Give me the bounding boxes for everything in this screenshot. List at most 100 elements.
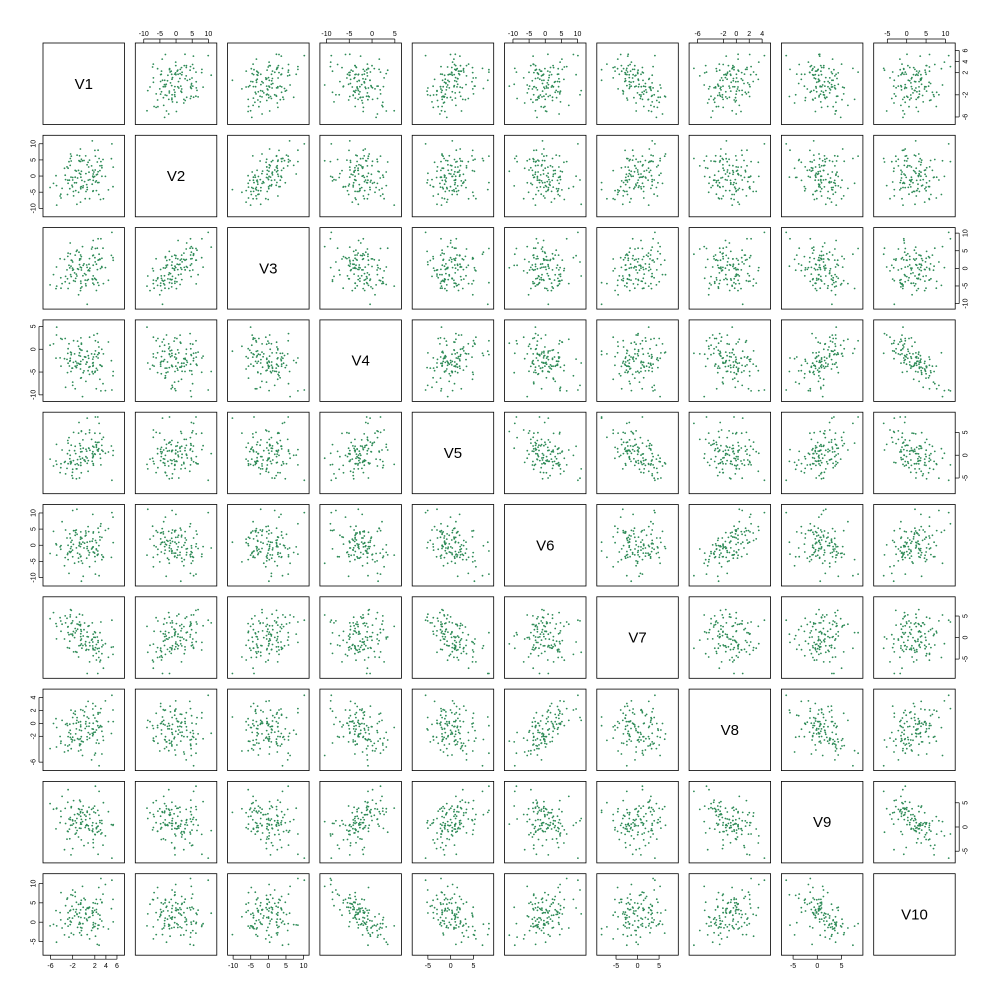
data-point [788, 95, 791, 98]
data-point [540, 180, 543, 182]
data-point [369, 188, 371, 191]
data-point [580, 275, 583, 277]
data-point [522, 270, 525, 272]
data-point [348, 53, 351, 56]
data-point [370, 450, 372, 453]
data-point [726, 179, 728, 182]
data-point [637, 186, 640, 189]
data-point [831, 341, 834, 343]
data-point [247, 462, 250, 465]
data-point [635, 110, 638, 112]
data-point [551, 269, 554, 271]
data-point [551, 166, 554, 168]
data-point [170, 84, 173, 87]
data-point [373, 258, 376, 261]
data-point [70, 259, 73, 262]
data-point [653, 179, 656, 181]
data-point [928, 269, 931, 271]
data-point [649, 169, 652, 172]
data-point [925, 287, 927, 290]
data-point [728, 164, 731, 167]
data-point [541, 181, 544, 184]
data-point [76, 340, 79, 342]
data-point [255, 431, 257, 434]
data-point [159, 284, 162, 287]
data-point [814, 365, 817, 367]
data-point [728, 242, 731, 244]
data-point [281, 422, 284, 425]
data-point [69, 357, 72, 360]
data-point [622, 346, 625, 348]
data-point [628, 278, 631, 281]
data-point [338, 176, 341, 179]
data-point [616, 351, 619, 354]
data-point [541, 79, 543, 82]
data-point [270, 450, 273, 452]
data-point [386, 69, 389, 72]
data-point [91, 183, 94, 186]
data-point [195, 247, 197, 250]
data-point [445, 289, 448, 292]
data-point [914, 283, 917, 285]
data-point [171, 78, 173, 81]
data-point [614, 70, 616, 72]
data-point [356, 87, 358, 89]
data-point [442, 259, 444, 262]
data-point [793, 258, 796, 261]
data-point [822, 179, 825, 181]
data-point [250, 80, 252, 83]
data-point [379, 267, 382, 270]
data-point [162, 282, 165, 285]
data-point [902, 357, 905, 359]
data-point [920, 257, 923, 260]
data-point [184, 370, 186, 373]
data-point [659, 157, 662, 160]
data-point [185, 258, 188, 261]
data-point [72, 361, 75, 364]
data-point [97, 450, 99, 452]
data-point [354, 64, 356, 67]
data-point [547, 370, 549, 373]
data-point [366, 165, 369, 167]
data-point [748, 274, 751, 277]
data-point [371, 98, 374, 101]
data-point [810, 273, 813, 275]
data-point [378, 450, 380, 452]
data-point [445, 89, 448, 91]
data-point [55, 174, 57, 177]
data-point [67, 462, 69, 465]
panel-frame-v3-v7 [596, 227, 679, 310]
data-point [354, 282, 357, 285]
data-point [63, 357, 66, 360]
data-point [734, 96, 737, 99]
data-point [738, 362, 741, 364]
data-point [839, 344, 842, 347]
data-point [369, 181, 372, 183]
data-point [80, 255, 83, 258]
data-point [800, 264, 803, 267]
data-point [160, 455, 163, 458]
data-point [354, 445, 356, 448]
data-point [902, 346, 905, 348]
data-point [818, 367, 821, 369]
data-point [367, 95, 370, 98]
data-point [657, 164, 660, 167]
data-point [271, 352, 273, 354]
data-point [268, 85, 270, 87]
data-point [522, 429, 525, 431]
data-point [817, 371, 820, 373]
data-point [528, 370, 530, 373]
data-point [745, 93, 748, 95]
data-point [152, 460, 155, 463]
data-point [908, 98, 911, 101]
data-point [814, 269, 817, 271]
data-point [252, 449, 255, 452]
data-point [734, 155, 737, 157]
data-point [637, 161, 639, 163]
data-point [552, 66, 555, 69]
data-point [900, 362, 902, 364]
data-point [170, 387, 173, 390]
data-point [550, 450, 553, 453]
data-point [830, 358, 833, 361]
data-point [66, 179, 69, 182]
